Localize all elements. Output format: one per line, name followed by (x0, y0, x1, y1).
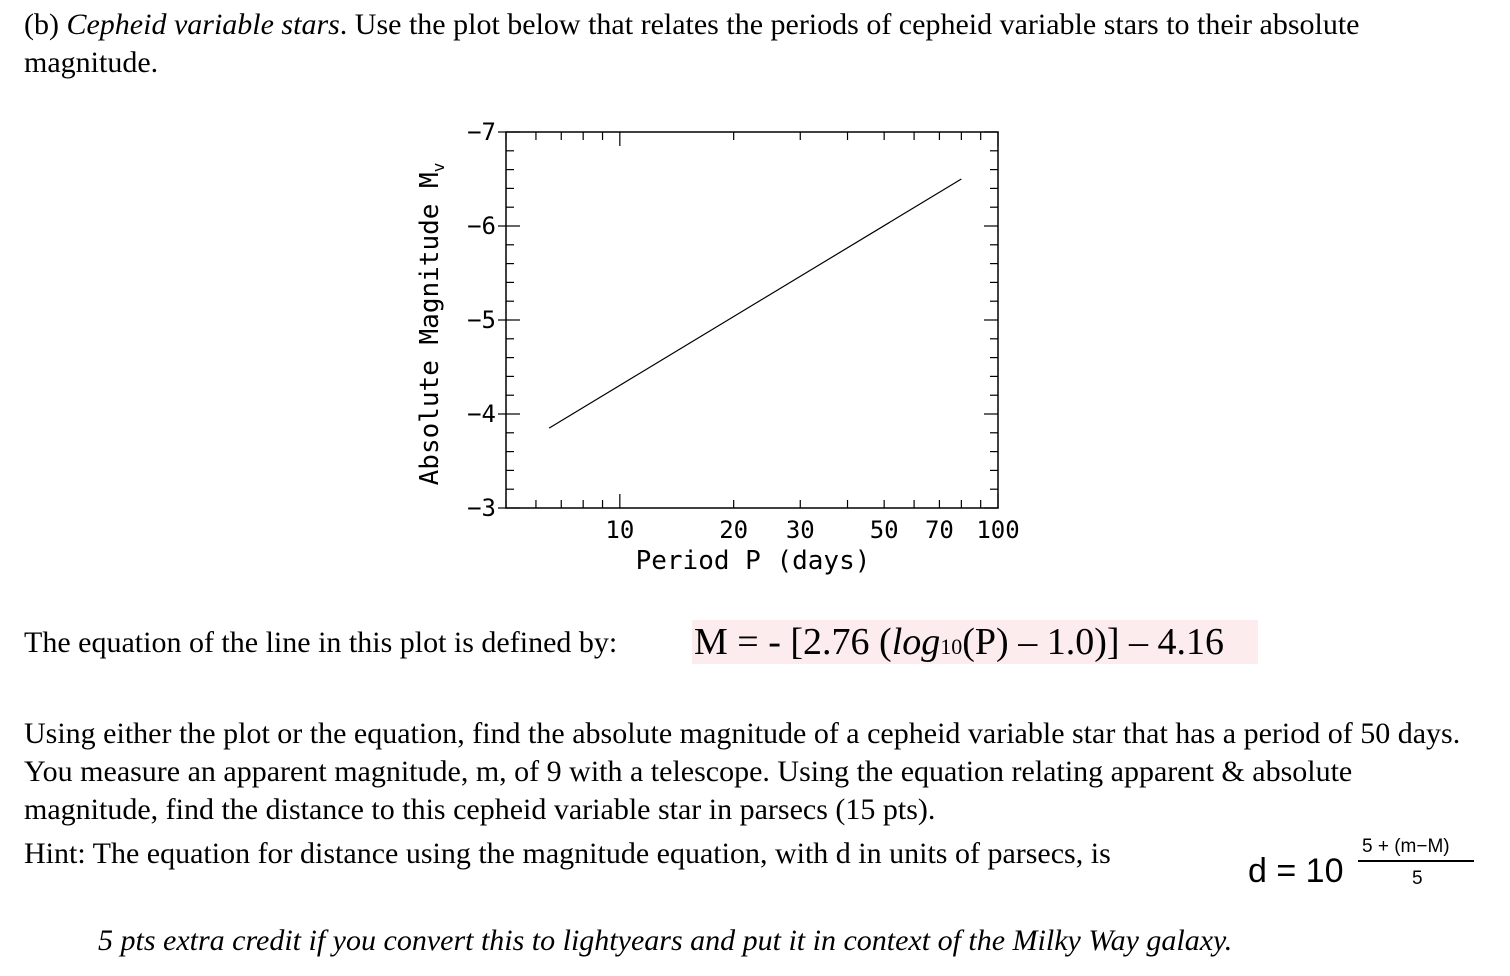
part-label: (b) (24, 8, 59, 41)
formula-numerator: 5 + (m−M) (1362, 836, 1450, 857)
formula-fraction-bar (1358, 860, 1474, 862)
y-tick-label: −5 (467, 306, 496, 334)
distance-formula: d = 10 5 + (m−M) 5 (1240, 832, 1500, 902)
y-axis-label: Absolute Magnitude Mv (415, 163, 448, 486)
formula-lhs: d = 10 (1248, 852, 1344, 890)
intro-text: . Use the plot below that relates the pe… (24, 8, 1360, 79)
equation-rhs: (P) – 1.0)] – 4.16 (962, 621, 1225, 663)
intro-paragraph: (b) Cepheid variable stars. Use the plot… (24, 6, 1494, 82)
equation-log-base: 10 (940, 634, 963, 659)
question-paragraph: Using either the plot or the equation, f… (24, 717, 1461, 826)
plot-frame (505, 131, 999, 509)
equation-highlight: M = - [2.76 (log10(P) – 1.0)] – 4.16 (692, 620, 1258, 664)
formula-denominator: 5 (1412, 868, 1423, 889)
y-tick-label: −3 (467, 494, 496, 522)
y-tick-label: −4 (467, 400, 496, 428)
topic-title: Cepheid variable stars (66, 8, 340, 41)
hint-text: Hint: The equation for distance using th… (24, 837, 1111, 870)
x-tick-label: 20 (719, 516, 748, 544)
x-axis-label: Period P (days) (636, 546, 871, 576)
period-luminosity-line (548, 178, 962, 429)
x-tick-label: 70 (925, 516, 954, 544)
x-tick-label: 100 (976, 516, 1019, 544)
equation-log: log (891, 621, 941, 663)
cepheid-period-luminosity-chart: −7 −6 −5 −4 −3 10 20 30 50 70 100 Absolute Magnitu… (415, 118, 1020, 576)
extra-credit-note: 5 pts extra credit if you convert this t… (98, 924, 1233, 957)
equation-lhs: M = - [2.76 ( (694, 621, 892, 663)
x-tick-label: 30 (786, 516, 815, 544)
y-tick-label: −6 (467, 212, 496, 240)
y-tick-label: −7 (467, 118, 496, 146)
x-tick-label: 10 (605, 516, 634, 544)
x-tick-label: 50 (870, 516, 899, 544)
equation-prefix: The equation of the line in this plot is… (24, 626, 618, 659)
